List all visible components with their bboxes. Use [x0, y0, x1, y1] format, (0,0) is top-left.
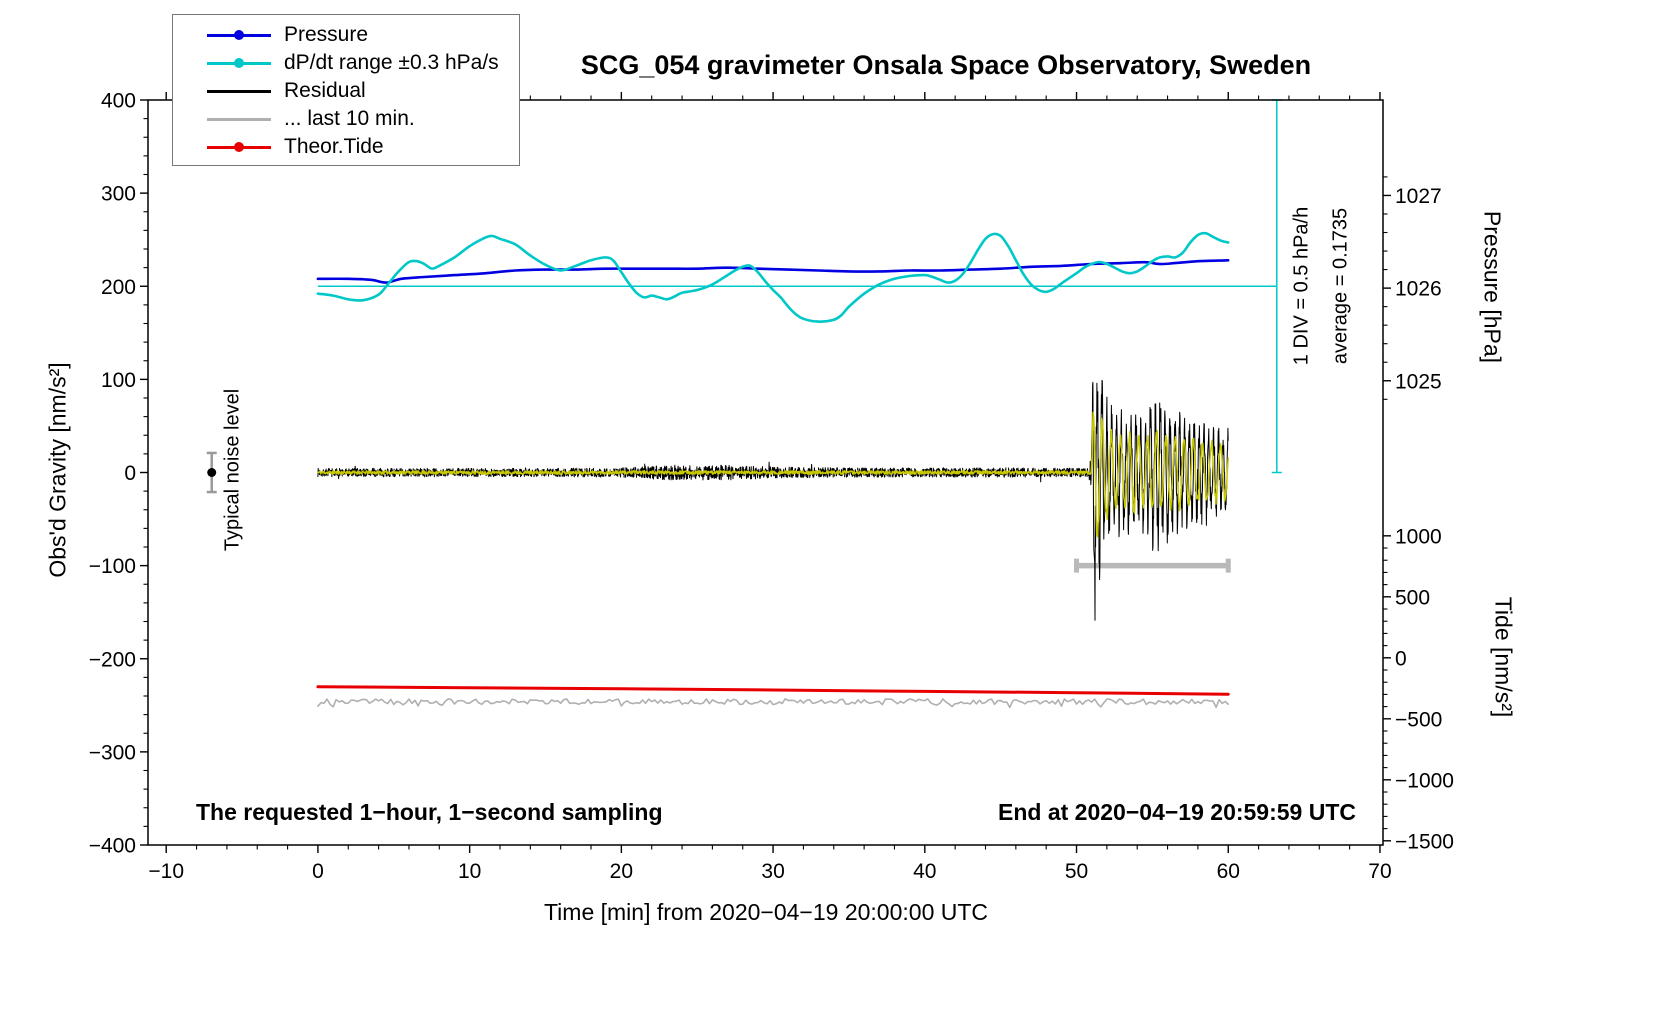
legend-label: Theor.Tide	[284, 135, 384, 158]
legend-swatch-last10	[207, 113, 271, 125]
chart-title: SCG_054 gravimeter Onsala Space Observat…	[580, 50, 1312, 80]
line-sample-icon	[207, 117, 271, 121]
svg-text:10: 10	[458, 860, 481, 883]
legend-swatch-residual	[207, 85, 271, 97]
svg-text:1027: 1027	[1395, 185, 1442, 208]
dot-marker-icon	[234, 142, 244, 152]
x-axis-label: Time [min] from 2020−04−19 20:00:00 UTC	[543, 899, 989, 925]
svg-text:500: 500	[1395, 586, 1430, 609]
legend-label: Pressure	[284, 23, 369, 46]
svg-text:0: 0	[124, 462, 136, 485]
y-axis-label-pressure: Pressure [hPa]	[1479, 210, 1506, 364]
svg-text:40: 40	[913, 860, 936, 883]
svg-text:0: 0	[1395, 647, 1407, 670]
div-scale-annotation: 1 DIV = 0.5 hPa/h	[1290, 206, 1313, 366]
svg-text:−400: −400	[89, 835, 136, 858]
legend-swatch-theortide	[207, 141, 271, 153]
svg-text:70: 70	[1368, 860, 1391, 883]
line-sample-icon	[207, 89, 271, 93]
svg-text:0: 0	[312, 860, 324, 883]
end-time-annotation: End at 2020−04−19 20:59:59 UTC	[998, 799, 1356, 825]
svg-text:400: 400	[101, 90, 136, 113]
legend-item-residual: Residual	[173, 77, 519, 105]
y-axis-label-tide: Tide [nm/s²]	[1490, 596, 1517, 718]
svg-text:−10: −10	[148, 860, 184, 883]
legend-swatch-dpdt	[207, 57, 271, 69]
legend-swatch-pressure	[207, 29, 271, 41]
legend-item-dpdt: dP/dt range ±0.3 hPa/s	[173, 49, 519, 77]
svg-text:1025: 1025	[1395, 370, 1442, 393]
svg-text:30: 30	[761, 860, 784, 883]
svg-text:−200: −200	[89, 648, 136, 671]
svg-text:50: 50	[1065, 860, 1088, 883]
svg-text:100: 100	[101, 369, 136, 392]
svg-text:−300: −300	[89, 741, 136, 764]
svg-text:−1000: −1000	[1395, 769, 1454, 792]
svg-text:300: 300	[101, 183, 136, 206]
dot-marker-icon	[234, 30, 244, 40]
dot-marker-icon	[234, 58, 244, 68]
legend-item-theortide: Theor.Tide	[173, 133, 519, 161]
legend-item-last10: ... last 10 min.	[173, 105, 519, 133]
svg-text:1026: 1026	[1395, 278, 1442, 301]
legend-label: ... last 10 min.	[284, 107, 415, 130]
svg-text:20: 20	[610, 860, 633, 883]
svg-text:1000: 1000	[1395, 525, 1442, 548]
average-annotation: average = 0.1735	[1329, 207, 1352, 365]
svg-text:60: 60	[1217, 860, 1240, 883]
sampling-annotation: The requested 1−hour, 1−second sampling	[196, 799, 663, 825]
legend: Pressure dP/dt range ±0.3 hPa/s Residual…	[172, 14, 520, 166]
svg-text:−500: −500	[1395, 708, 1442, 731]
noise-level-annotation: Typical noise level	[221, 388, 244, 552]
svg-text:−1500: −1500	[1395, 830, 1454, 853]
svg-text:−100: −100	[89, 555, 136, 578]
legend-label: dP/dt range ±0.3 hPa/s	[284, 51, 499, 74]
legend-label: Residual	[284, 79, 366, 102]
svg-text:200: 200	[101, 276, 136, 299]
legend-item-pressure: Pressure	[173, 21, 519, 49]
y-axis-label-gravity: Obs'd Gravity [nm/s²]	[44, 362, 71, 578]
